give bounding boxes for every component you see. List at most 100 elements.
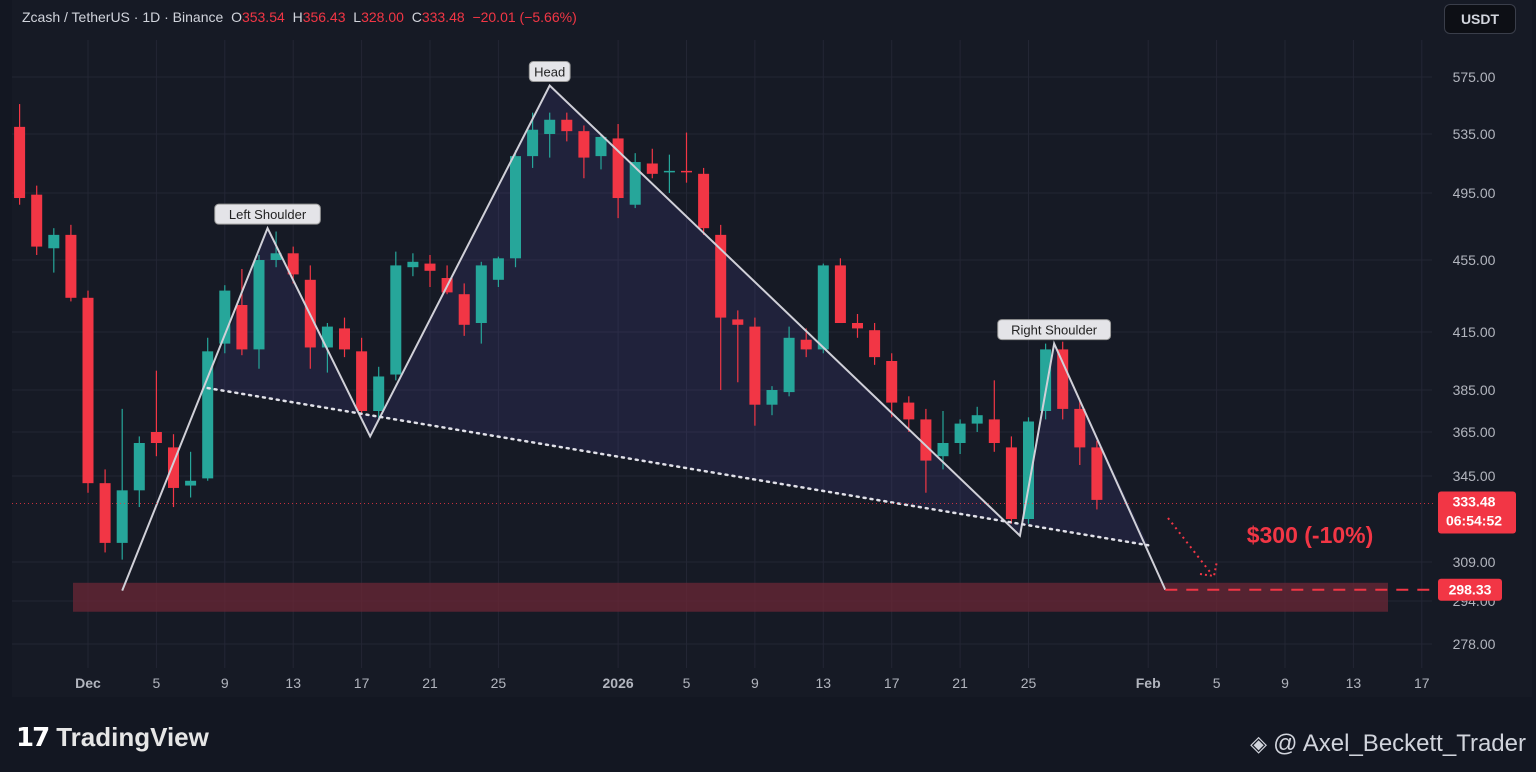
candle-body <box>561 119 573 132</box>
footer-bar <box>0 697 1536 772</box>
bearish-candle <box>168 434 179 508</box>
bullish-candle <box>202 337 214 481</box>
bearish-candle <box>698 167 710 235</box>
x-axis-tick-label: Feb <box>1136 675 1161 691</box>
bearish-candle <box>732 310 744 383</box>
pattern-label-text: Right Shoulder <box>1011 323 1098 338</box>
x-axis-tick-label: 2026 <box>603 675 634 691</box>
x-axis-tick-label: 21 <box>952 675 968 691</box>
low-label: L <box>353 9 362 25</box>
bearish-candle <box>681 132 692 183</box>
bearish-candle <box>458 283 470 336</box>
bearish-candle <box>920 408 932 493</box>
close-value: 333.48 <box>421 9 465 25</box>
candle-body <box>732 319 744 325</box>
candle-body <box>663 170 675 173</box>
candle-body <box>869 330 881 358</box>
bullish-candle <box>48 228 60 273</box>
bearish-candle <box>1057 341 1069 420</box>
candle-body <box>287 253 299 275</box>
high-label: H <box>292 9 303 25</box>
candle-body <box>116 490 128 543</box>
countdown-value: 06:54:52 <box>1446 513 1502 529</box>
candle-body <box>65 234 77 298</box>
watermark-text: @ Axel_Beckett_Trader <box>1273 730 1526 757</box>
candle-body <box>475 265 487 323</box>
open-label: O <box>231 9 242 25</box>
candle-body <box>903 402 915 420</box>
bullish-candle <box>219 285 231 354</box>
bearish-candle <box>339 317 350 358</box>
candle-body <box>321 326 333 348</box>
pattern-line <box>121 83 1167 591</box>
candle-body <box>817 265 829 350</box>
bearish-candle <box>646 148 658 179</box>
x-axis-tick-label: 13 <box>816 675 832 691</box>
candle-body <box>1074 408 1086 448</box>
bullish-candle <box>663 154 675 193</box>
candle-body <box>612 138 624 199</box>
bullish-candle <box>133 436 145 508</box>
bearish-candle <box>578 125 590 179</box>
bullish-candle <box>954 419 966 454</box>
projection-arrow-head <box>1199 560 1218 578</box>
candle-body <box>1040 349 1052 411</box>
target-annotation: $300 (-10%) <box>1247 522 1374 548</box>
bearish-candle <box>65 224 77 302</box>
bullish-candle <box>492 256 504 287</box>
x-axis-tick-label: 17 <box>884 675 900 691</box>
y-axis-tick-label: 309.00 <box>1453 554 1496 570</box>
candle-body <box>1005 447 1017 519</box>
candle-body <box>185 480 197 486</box>
bearish-candle <box>14 104 26 205</box>
bullish-candle <box>390 251 402 381</box>
bullish-candle <box>766 386 778 416</box>
bullish-candle <box>595 134 607 170</box>
current-price-tag-box <box>1438 491 1516 534</box>
bullish-candle <box>407 253 419 277</box>
candle-body <box>1091 447 1103 500</box>
candle-body <box>698 173 710 229</box>
tradingview-logo-icon: 17 <box>16 722 50 753</box>
candle-body <box>219 290 231 344</box>
candle-body <box>766 390 778 405</box>
candle-body <box>48 234 60 249</box>
candle-body <box>253 260 265 350</box>
bullish-candle <box>510 150 521 268</box>
pattern-label: Left Shoulder <box>214 203 321 225</box>
candle-body <box>270 253 282 260</box>
candle-body <box>424 263 436 271</box>
current-price-value: 333.48 <box>1453 494 1496 510</box>
candle-body <box>834 265 846 323</box>
current-price-tag: 333.48 06:54:52 <box>1438 491 1516 534</box>
symbol-title: Zcash / TetherUS · 1D · Binance <box>22 9 224 25</box>
high-value: 356.43 <box>302 9 346 25</box>
price-chart[interactable]: Left Shoulder Head Right Shoulder $300 (-10… <box>0 0 1536 697</box>
change-value: −20.01 (−5.66%) <box>472 9 577 25</box>
candle-body <box>886 361 898 403</box>
candle-body <box>578 131 590 158</box>
bearish-candle <box>749 317 761 426</box>
bullish-candle <box>1023 417 1034 524</box>
x-axis-tick-label: 17 <box>354 675 370 691</box>
candle-body <box>681 170 692 173</box>
open-value: 353.54 <box>241 9 285 25</box>
bearish-candle <box>99 469 111 553</box>
x-axis-tick-label: 17 <box>1414 675 1430 691</box>
candle-body <box>458 294 470 325</box>
x-axis-tick-label: 9 <box>221 675 229 691</box>
chart-panel[interactable] <box>12 0 1532 697</box>
bearish-candle <box>834 258 846 323</box>
bullish-candle <box>544 112 556 158</box>
candle-body <box>527 129 539 157</box>
candle-body <box>749 326 761 405</box>
currency-button[interactable]: USDT <box>1444 4 1516 34</box>
tradingview-logo[interactable]: 17 TradingView <box>16 722 209 753</box>
bullish-candle <box>527 112 539 168</box>
candle-body <box>595 136 607 157</box>
bearish-candle <box>236 269 248 356</box>
candle-body <box>1057 349 1069 409</box>
bearish-candle <box>852 314 863 338</box>
tradingview-logo-text: TradingView <box>56 722 209 752</box>
